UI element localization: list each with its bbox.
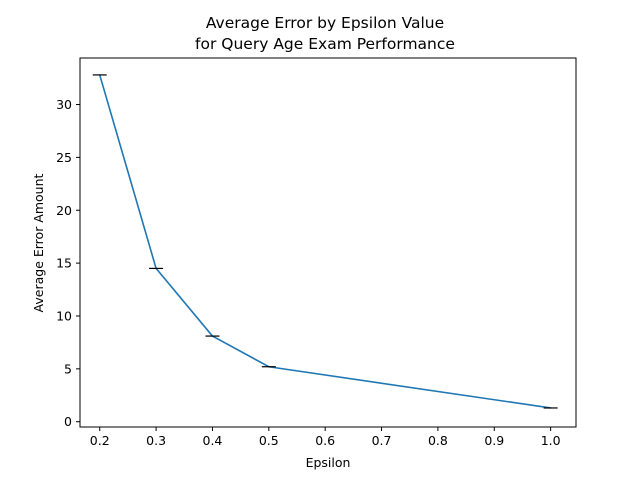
- y-tick-label: 5: [64, 361, 72, 376]
- x-tick-label: 0.5: [259, 433, 279, 448]
- x-axis-label: Epsilon: [306, 455, 351, 470]
- y-tick-label: 25: [56, 150, 72, 165]
- x-tick-label: 0.3: [146, 433, 166, 448]
- y-axis-ticks: 0 5 10 15 20 25 30: [56, 97, 80, 429]
- series-layer: [92, 74, 558, 409]
- plot-area-frame: [79, 57, 577, 428]
- x-tick-label: 0.2: [90, 433, 110, 448]
- x-tick-label: 0.6: [315, 433, 335, 448]
- y-tick-label: 15: [56, 256, 72, 271]
- x-tick-label: 1.0: [541, 433, 561, 448]
- chart-title-line-2: for Query Age Exam Performance: [195, 35, 455, 53]
- y-tick-label: 30: [56, 97, 72, 112]
- x-tick-label: 0.7: [372, 433, 392, 448]
- y-axis-label: Average Error Amount: [31, 173, 46, 312]
- x-tick-label: 0.9: [484, 433, 504, 448]
- y-tick-label: 10: [56, 308, 72, 323]
- x-tick-label: 0.8: [428, 433, 448, 448]
- x-axis-ticks: 0.2 0.3 0.4 0.5 0.6 0.7 0.8 0.9 1.0: [90, 427, 561, 448]
- x-tick-label: 0.4: [203, 433, 223, 448]
- chart-title-line-1: Average Error by Epsilon Value: [206, 14, 444, 32]
- y-tick-label: 20: [56, 203, 72, 218]
- y-tick-label: 0: [64, 414, 72, 429]
